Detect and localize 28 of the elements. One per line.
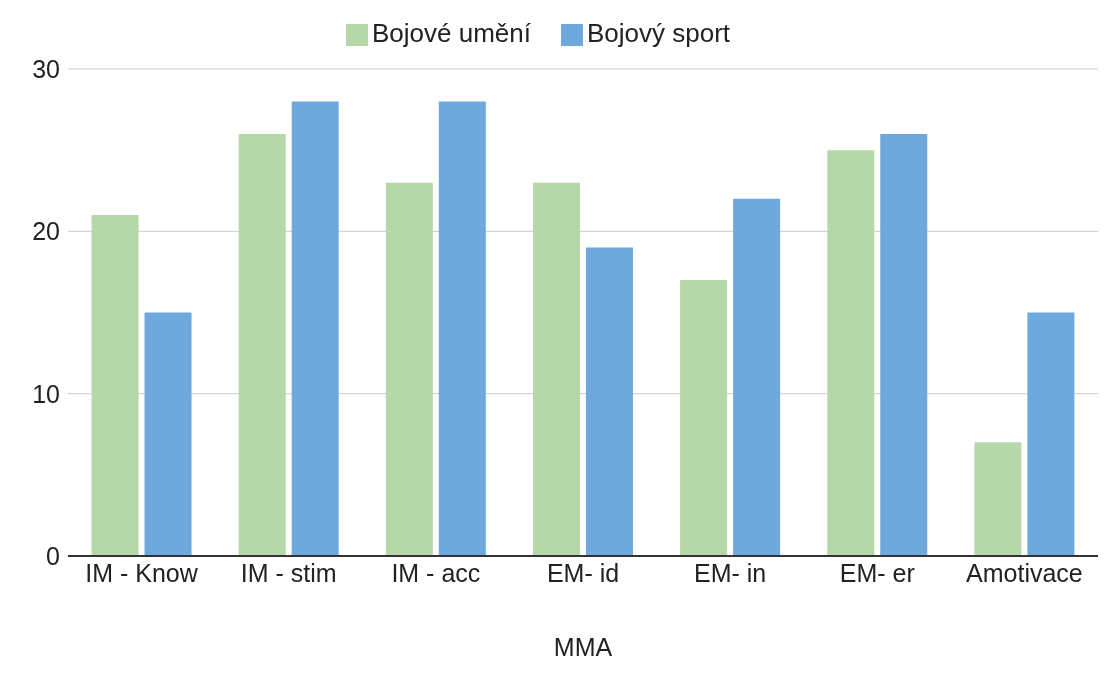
- y-tick-label: 30: [32, 54, 60, 83]
- bar: [827, 150, 875, 556]
- bar: [974, 442, 1022, 556]
- bar: [238, 133, 286, 556]
- legend-label: Bojové umění: [371, 18, 531, 48]
- y-tick-label: 20: [32, 217, 60, 246]
- bar: [880, 133, 928, 556]
- x-tick-label: Amotivace: [966, 558, 1083, 587]
- y-tick-label: 0: [46, 541, 60, 570]
- bar: [385, 182, 433, 556]
- x-tick-label: IM - stim: [240, 558, 337, 587]
- bar: [144, 312, 192, 556]
- bar: [438, 101, 486, 556]
- bar: [680, 280, 728, 556]
- x-tick-label: IM - Know: [85, 558, 199, 587]
- x-tick-label: IM - acc: [391, 558, 481, 587]
- y-tick-label: 10: [32, 379, 60, 408]
- x-tick-label: EM- id: [546, 558, 620, 587]
- bar: [91, 215, 139, 556]
- x-axis-title: MMA: [553, 633, 613, 661]
- bar: [585, 247, 633, 556]
- bar: [733, 198, 781, 556]
- bar: [1027, 312, 1075, 556]
- x-tick-label: EM- er: [839, 558, 915, 587]
- x-tick-label: EM- in: [694, 558, 767, 587]
- bar: [291, 101, 339, 556]
- bar: [532, 182, 580, 556]
- legend-label: Bojový sport: [586, 18, 731, 48]
